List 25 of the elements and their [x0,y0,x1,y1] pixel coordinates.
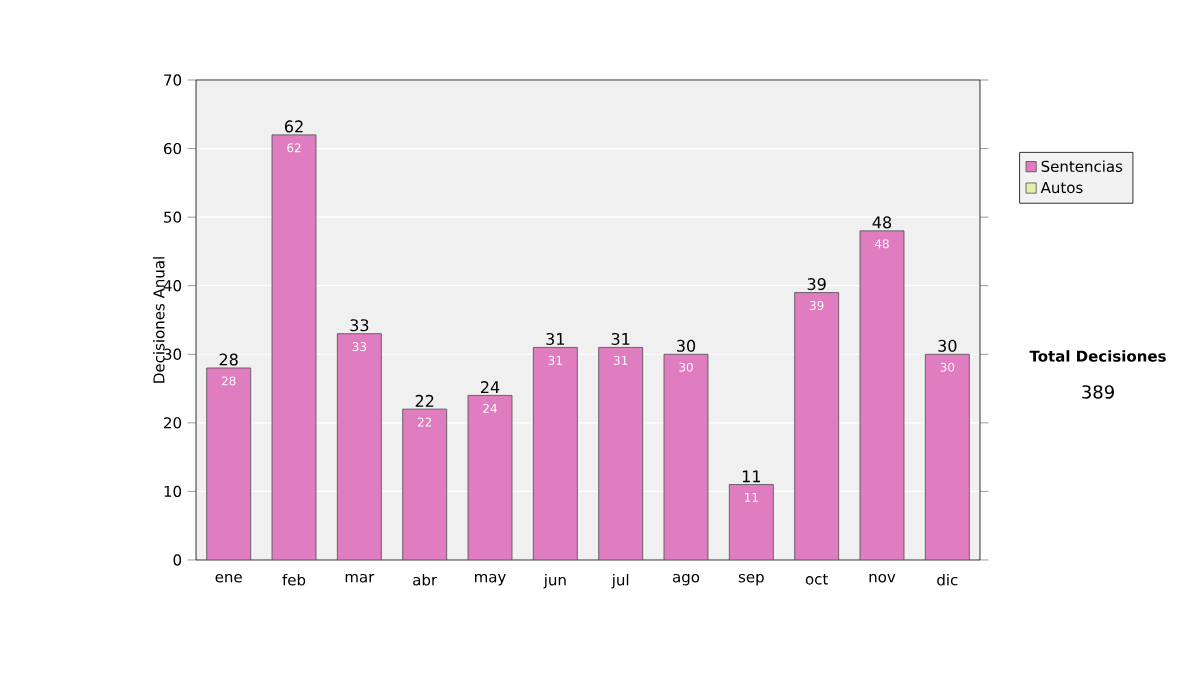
total-label: 31 [546,332,565,346]
bar [598,347,643,560]
bar [729,484,774,560]
total-label: 11 [742,470,761,483]
total-label: 39 [807,278,826,291]
total-label: 24 [480,381,500,394]
total-label: 48 [872,216,892,229]
text: 389 [1082,385,1114,399]
total-label: 33 [350,319,369,332]
total-label: 28 [219,353,238,366]
bar [794,292,839,560]
bar [337,333,382,560]
total-label: 31 [611,332,630,346]
total-label: 22 [415,394,434,407]
total-label: 62 [284,120,303,133]
bar [860,230,904,560]
bar [206,367,251,560]
bar [664,354,708,560]
bar [468,395,513,560]
total-label: 30 [938,339,957,352]
total-label: 30 [677,339,696,352]
bar [924,353,970,560]
bar [272,134,317,560]
bar [533,347,578,560]
bar [402,409,447,560]
